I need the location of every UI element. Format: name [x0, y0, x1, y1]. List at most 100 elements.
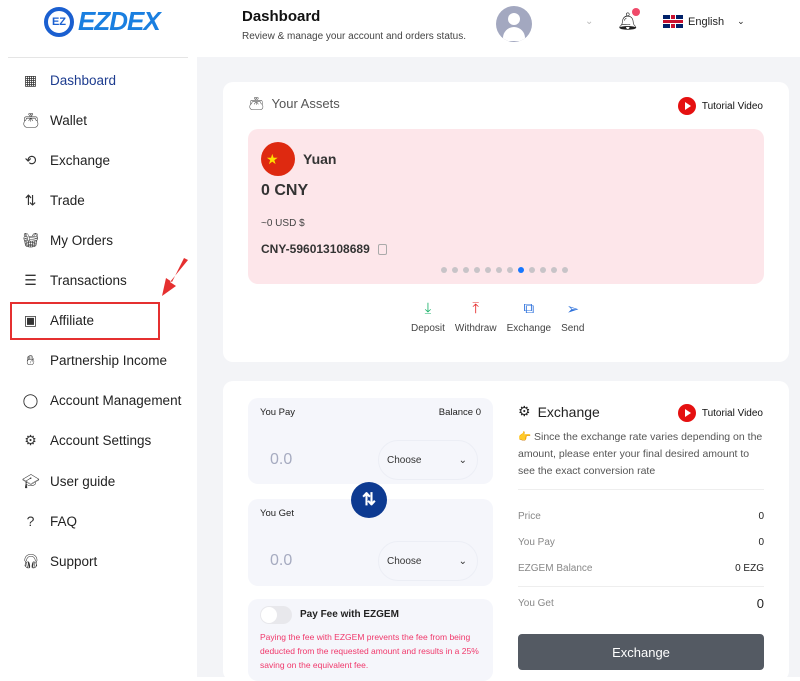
get-amount-input[interactable]: 0.0 [270, 552, 293, 569]
asset-actions: ⤓ Deposit ⤒ Withdraw ⧉ Exchange ➢ Send [411, 300, 584, 334]
carousel-dot[interactable] [551, 267, 557, 273]
carousel-dot[interactable] [518, 267, 524, 273]
avatar[interactable] [496, 6, 532, 42]
currency-amount: 0 CNY [261, 182, 309, 199]
carousel-dot[interactable] [496, 267, 502, 273]
china-flag-icon: ★ [261, 142, 295, 176]
sidebar-item-partnership-income[interactable]: ✋︎ Partnership Income [22, 351, 168, 371]
sidebar-item-account-settings[interactable]: ⚙︎ Account Settings [22, 431, 151, 451]
page-title: Dashboard [242, 8, 321, 25]
assets-title: Your Assets [271, 96, 340, 111]
choose-label: Choose [387, 555, 422, 567]
row-label: EZGEM Balance [518, 563, 593, 574]
carousel-dot[interactable] [452, 267, 458, 273]
affiliate-icon: ▣ [23, 312, 38, 329]
tutorial-video-link[interactable]: Tutorial Video [677, 97, 763, 115]
row-label: You Get [518, 598, 554, 609]
pay-currency-select[interactable]: Choose ⌄ [378, 440, 478, 480]
sidebar-item-wallet[interactable]: 👛︎ Wallet [22, 110, 87, 130]
youtube-icon [677, 97, 696, 115]
send-icon: ➢ [566, 301, 580, 318]
sidebar-item-affiliate[interactable]: ▣ Affiliate [22, 311, 94, 331]
youtube-icon [677, 404, 696, 422]
sidebar-item-label: Transactions [50, 273, 127, 288]
divider [8, 57, 188, 58]
row-label: Price [518, 511, 541, 522]
row-value: 0 [756, 596, 764, 611]
send-button[interactable]: ➢ Send [561, 300, 584, 334]
carousel-dot[interactable] [562, 267, 568, 273]
exchange-title: Exchange [537, 403, 600, 420]
tutorial-label: Tutorial Video [701, 407, 763, 419]
gear-icon: ⚙︎ [24, 432, 37, 449]
carousel-dot[interactable] [441, 267, 447, 273]
carousel-dot[interactable] [463, 267, 469, 273]
chevron-down-icon: ⌄ [737, 16, 745, 26]
divider [518, 586, 764, 587]
pay-fee-description: Paying the fee with EZGEM prevents the f… [260, 632, 479, 670]
get-currency-select[interactable]: Choose ⌄ [378, 541, 478, 581]
row-value: 0 [758, 511, 764, 522]
exchange-icon: ⟲ [24, 151, 37, 168]
sidebar-item-support[interactable]: 🎧︎ Support [22, 551, 97, 571]
tutorial-video-link[interactable]: Tutorial Video [677, 404, 763, 422]
exchange-icon: ⚙︎ [518, 403, 531, 419]
language-select[interactable]: English ⌄ [663, 15, 745, 28]
logo[interactable]: EZ EZDEX [44, 6, 161, 37]
action-label: Deposit [411, 323, 445, 334]
chevron-down-icon: ⌄ [458, 454, 467, 466]
sidebar-item-my-orders[interactable]: 🧺︎ My Orders [22, 230, 113, 250]
language-label: English [688, 15, 725, 28]
grid-icon: ▦ [23, 71, 38, 88]
row-label: You Pay [518, 537, 555, 548]
transactions-icon: ☰ [24, 272, 37, 288]
sidebar-item-label: Account Management [50, 393, 182, 409]
sidebar-item-trade[interactable]: ⇅ Trade [22, 190, 85, 210]
sidebar-item-label: Dashboard [50, 72, 117, 88]
you-get-row: You Get 0 [518, 596, 764, 611]
carousel-dot[interactable] [540, 267, 546, 273]
carousel-dot[interactable] [474, 267, 480, 273]
sidebar-item-dashboard[interactable]: ▦ Dashboard [22, 70, 116, 90]
basket-icon: 🧺︎ [22, 231, 40, 248]
exchange-note: Since the exchange rate varies depending… [518, 431, 763, 477]
red-arrow-icon [162, 258, 188, 296]
sidebar-item-label: Account Settings [50, 433, 152, 449]
deposit-button[interactable]: ⤓ Deposit [411, 300, 445, 334]
sidebar-item-transactions[interactable]: ☰ Transactions [22, 271, 127, 291]
currency-name: Yuan [303, 151, 337, 167]
pay-amount-input[interactable]: 0.0 [270, 451, 293, 468]
bell-icon[interactable]: 🔔︎ [617, 12, 639, 31]
pay-fee-toggle[interactable] [260, 606, 292, 624]
sidebar-item-label: Support [50, 553, 98, 569]
chevron-down-icon[interactable]: ⌄ [585, 16, 594, 27]
you-pay-box: You Pay Balance 0 0.0 Choose ⌄ [248, 398, 493, 484]
price-row: Price 0 [518, 511, 764, 522]
assets-card: 👛︎ Your Assets Tutorial Video ★ Yuan 0 CN… [223, 82, 789, 362]
hand-coin-icon: ✋︎ [26, 352, 35, 369]
sidebar-item-account-management[interactable]: ◯ Account Management [22, 391, 182, 411]
trade-icon: ⇅ [24, 191, 37, 208]
carousel-dot[interactable] [529, 267, 535, 273]
exchange-button[interactable]: ⧉ Exchange [507, 300, 551, 334]
currency-card[interactable]: ★ Yuan 0 CNY ~0 USD $ CNY-596013108689 [248, 129, 764, 284]
balance-label: Balance 0 [438, 407, 481, 418]
ezgem-balance-row: EZGEM Balance 0 EZG [518, 563, 764, 574]
row-value: 0 EZG [735, 563, 764, 574]
withdraw-button[interactable]: ⤒ Withdraw [455, 300, 497, 334]
carousel-dot[interactable] [507, 267, 513, 273]
main-content: 👛︎ Your Assets Tutorial Video ★ Yuan 0 CN… [197, 57, 800, 681]
carousel-dot[interactable] [485, 267, 491, 273]
choose-label: Choose [387, 454, 422, 466]
action-label: Exchange [506, 323, 552, 334]
question-icon: ? [26, 513, 35, 530]
copy-icon[interactable] [377, 243, 387, 255]
exchange-button[interactable]: Exchange [518, 634, 764, 670]
graduation-cap-icon: 🎓︎ [22, 472, 40, 489]
tutorial-label: Tutorial Video [701, 100, 763, 112]
action-label: Withdraw [454, 323, 497, 334]
sidebar-item-user-guide[interactable]: 🎓︎ User guide [22, 471, 115, 491]
swap-button[interactable]: ⇅ [351, 482, 387, 518]
sidebar-item-faq[interactable]: ? FAQ [22, 511, 77, 531]
sidebar-item-exchange[interactable]: ⟲ Exchange [22, 150, 110, 170]
